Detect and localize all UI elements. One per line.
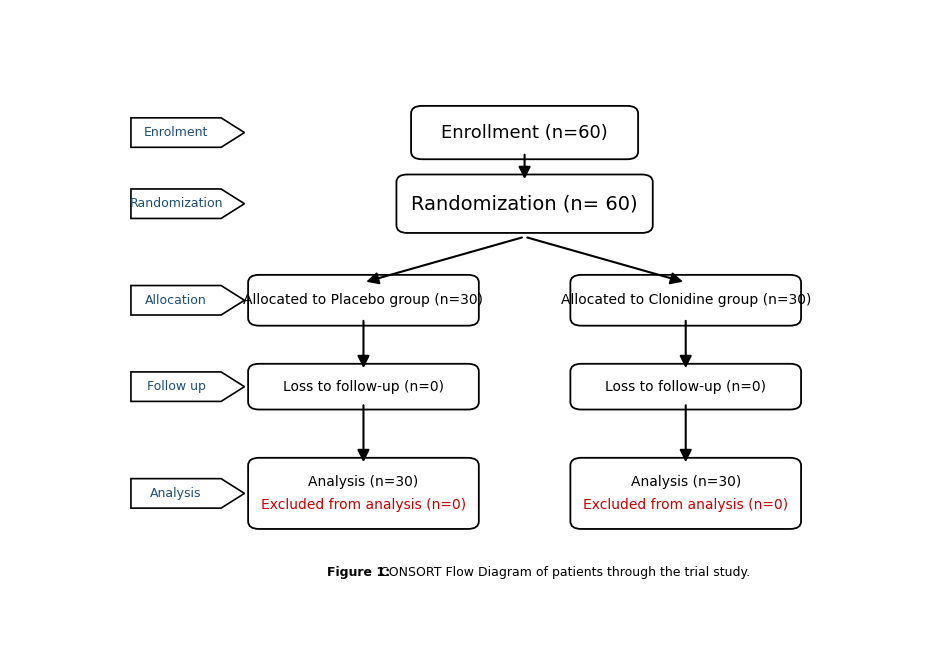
Text: Randomization: Randomization [129, 197, 223, 210]
FancyBboxPatch shape [570, 275, 801, 325]
Text: Randomization (n= 60): Randomization (n= 60) [411, 194, 637, 213]
FancyBboxPatch shape [570, 458, 801, 529]
Text: Analysis: Analysis [150, 487, 202, 500]
FancyBboxPatch shape [248, 458, 479, 529]
Polygon shape [131, 286, 244, 315]
FancyBboxPatch shape [570, 364, 801, 409]
Text: Follow up: Follow up [146, 380, 205, 393]
Text: Loss to follow-up (n=0): Loss to follow-up (n=0) [604, 379, 766, 393]
FancyBboxPatch shape [248, 364, 479, 409]
Text: Allocated to Clonidine group (n=30): Allocated to Clonidine group (n=30) [560, 293, 810, 308]
Text: Excluded from analysis (n=0): Excluded from analysis (n=0) [582, 498, 787, 512]
Text: Loss to follow-up (n=0): Loss to follow-up (n=0) [282, 379, 444, 393]
Polygon shape [131, 372, 244, 401]
Text: CONSORT Flow Diagram of patients through the trial study.: CONSORT Flow Diagram of patients through… [376, 566, 750, 579]
Polygon shape [131, 189, 244, 218]
FancyBboxPatch shape [411, 106, 637, 159]
Text: Enrollment (n=60): Enrollment (n=60) [441, 123, 607, 141]
Text: Excluded from analysis (n=0): Excluded from analysis (n=0) [261, 498, 465, 512]
Text: Analysis (n=30): Analysis (n=30) [308, 475, 418, 489]
Text: Figure 1:: Figure 1: [0, 659, 1, 660]
Text: Figure 1:: Figure 1: [327, 566, 390, 579]
Text: Allocation: Allocation [145, 294, 207, 307]
Text: Enrolment: Enrolment [143, 126, 208, 139]
Polygon shape [131, 478, 244, 508]
Text: Allocated to Placebo group (n=30): Allocated to Placebo group (n=30) [244, 293, 483, 308]
Polygon shape [131, 118, 244, 147]
FancyBboxPatch shape [396, 174, 652, 233]
Text: Analysis (n=30): Analysis (n=30) [630, 475, 740, 489]
Text: Figure 1: CONSORT Flow Diagram of patients through the trial study.: Figure 1: CONSORT Flow Diagram of patien… [0, 659, 1, 660]
FancyBboxPatch shape [248, 275, 479, 325]
